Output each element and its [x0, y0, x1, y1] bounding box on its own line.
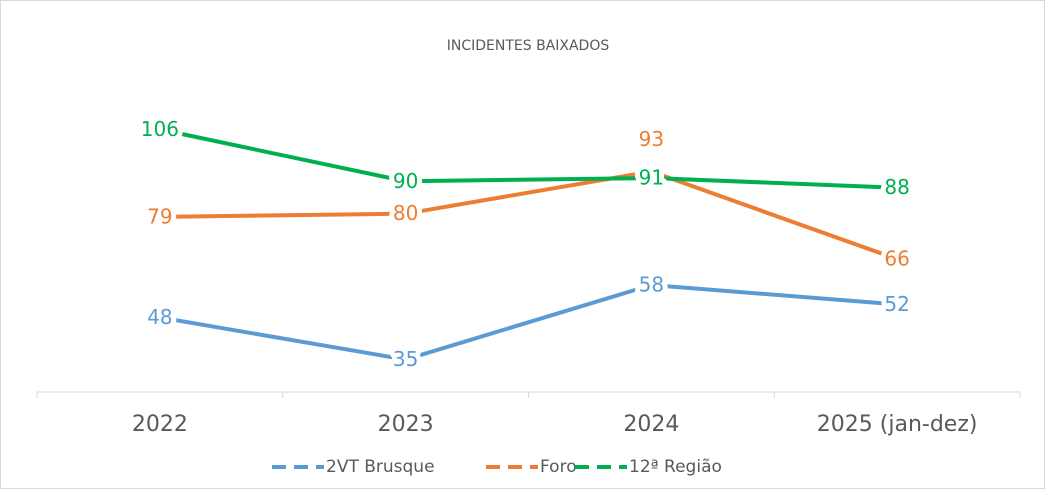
- data-label: 48: [147, 305, 172, 329]
- line-series: [157, 127, 900, 190]
- legend-label: Foro: [540, 457, 577, 477]
- data-label: 66: [884, 247, 909, 271]
- data-label: 88: [884, 175, 909, 199]
- data-label: 106: [141, 117, 179, 141]
- x-tick-label: 2024: [623, 412, 679, 437]
- data-label: 80: [393, 201, 418, 225]
- data-label: 52: [884, 292, 909, 316]
- data-label: 58: [639, 273, 664, 297]
- chart-title: INCIDENTES BAIXADOS: [447, 38, 610, 54]
- x-tick-label: 2023: [378, 412, 434, 437]
- legend-label: 2VT Brusque: [326, 457, 435, 477]
- data-label: 90: [393, 169, 418, 193]
- line-series: [157, 169, 900, 262]
- data-label: 35: [393, 347, 418, 371]
- x-tick-label: 2022: [132, 412, 188, 437]
- x-tick-label: 2025 (jan-dez): [817, 412, 978, 437]
- data-label: 93: [639, 127, 664, 151]
- data-label: 91: [639, 166, 664, 190]
- legend-label: 12ª Região: [629, 457, 722, 477]
- data-label: 79: [147, 204, 172, 228]
- line-series: [157, 282, 900, 362]
